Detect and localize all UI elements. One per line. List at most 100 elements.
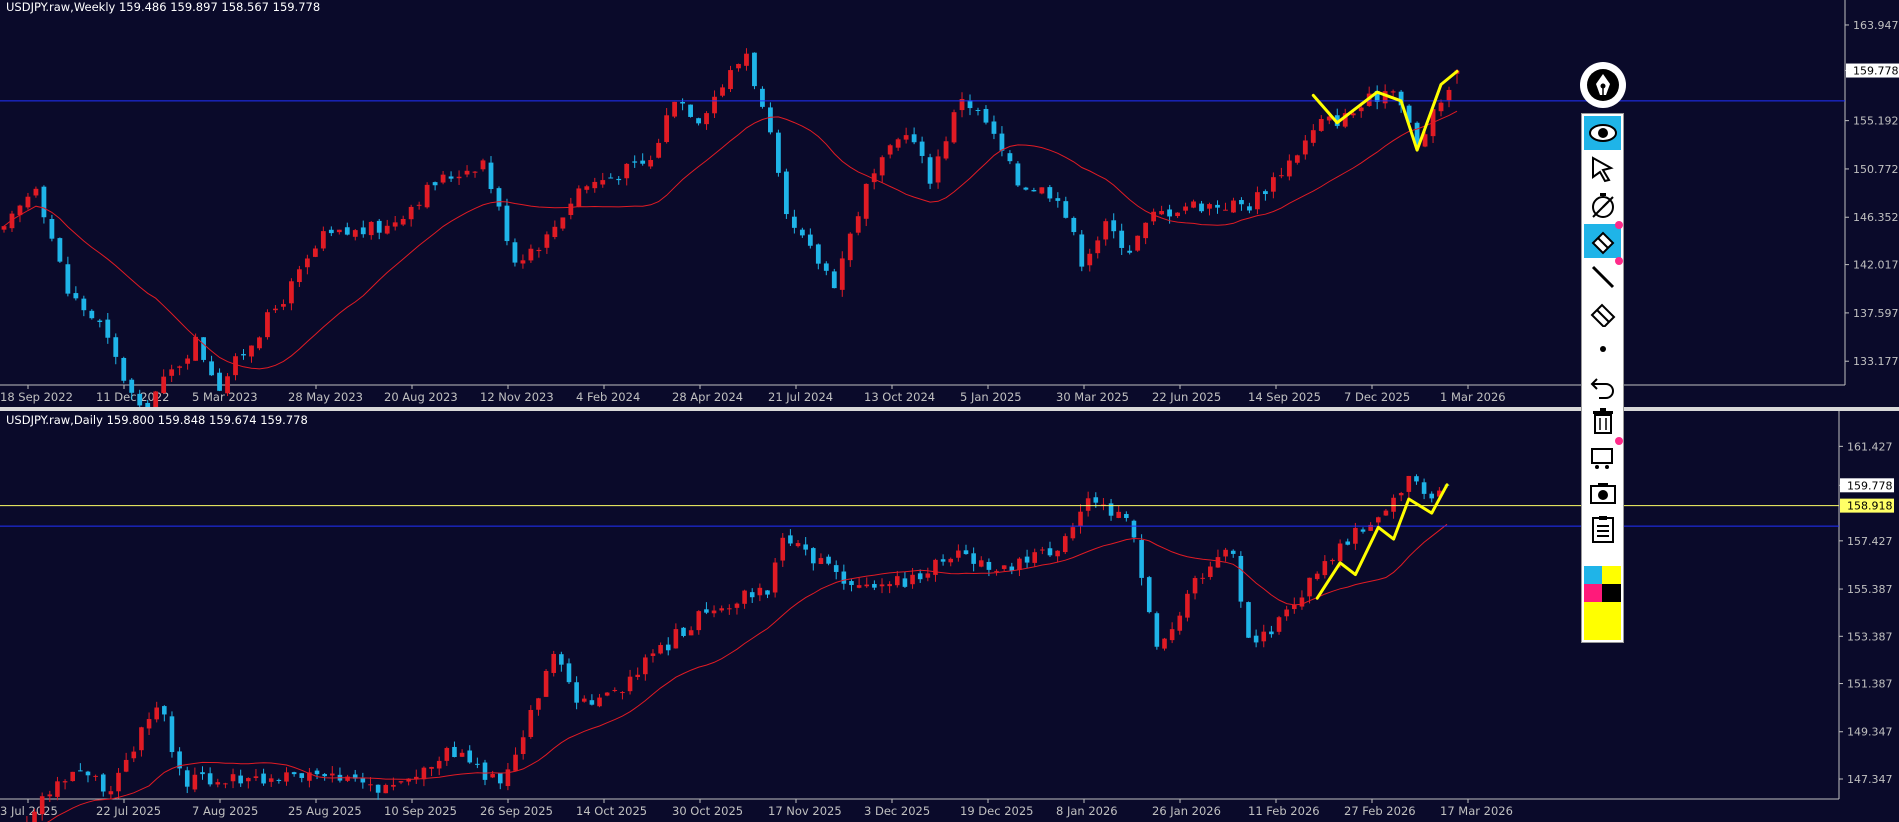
clipboard-icon[interactable] xyxy=(1584,512,1621,546)
candle-body xyxy=(728,70,733,90)
candle-body xyxy=(1286,160,1292,177)
eye-icon[interactable] xyxy=(1584,116,1621,150)
candle-body xyxy=(360,778,366,783)
candle-body xyxy=(648,159,654,167)
candle-body xyxy=(1124,514,1129,518)
candle-body xyxy=(496,188,502,207)
candle-body xyxy=(1127,250,1133,253)
candle-body xyxy=(608,177,614,179)
candle-body xyxy=(1055,198,1061,201)
candle-body xyxy=(1390,91,1396,93)
candle-body xyxy=(616,178,622,181)
current-price-label: 159.778 xyxy=(1847,479,1893,492)
color-swatch-yellow[interactable] xyxy=(1584,602,1621,640)
candle-body xyxy=(1070,527,1076,539)
cursor-icon[interactable] xyxy=(1584,152,1621,186)
candle-body xyxy=(73,293,79,299)
candle-body xyxy=(1071,217,1077,233)
candle-body xyxy=(304,258,310,268)
candle-body xyxy=(352,230,358,237)
candle-body xyxy=(536,698,541,710)
color-swatch-black[interactable] xyxy=(1602,584,1621,602)
candle-body xyxy=(1263,191,1268,195)
color-swatch-magenta[interactable] xyxy=(1584,584,1602,602)
candle-body xyxy=(887,145,893,155)
candle-body xyxy=(788,535,793,544)
candle-body xyxy=(281,304,286,307)
candle-body xyxy=(560,217,566,229)
candle-body xyxy=(1422,134,1428,147)
candle-body xyxy=(1375,517,1381,523)
candle-body xyxy=(215,782,221,785)
candle-body xyxy=(1398,91,1404,106)
candle-body xyxy=(1159,210,1165,215)
candle-body xyxy=(1307,577,1312,597)
candle-body xyxy=(1414,122,1420,145)
candle-body xyxy=(640,160,646,164)
candle-body xyxy=(1024,556,1030,563)
eraser-marker-icon[interactable] xyxy=(1584,224,1621,258)
candle-body xyxy=(1314,573,1320,580)
candle-body xyxy=(459,752,465,757)
candle-body xyxy=(32,811,37,822)
candle-body xyxy=(1238,555,1244,602)
candle-body xyxy=(1358,107,1364,112)
pane-separator[interactable] xyxy=(0,407,1899,411)
date-label: 14 Sep 2025 xyxy=(1248,390,1321,404)
candle-body xyxy=(307,772,312,781)
candle-body xyxy=(643,657,648,675)
candle-body xyxy=(1230,550,1236,554)
candle-body xyxy=(704,113,709,125)
undo-icon[interactable] xyxy=(1584,368,1621,402)
color-palette-icon[interactable] xyxy=(1584,566,1621,640)
date-label: 22 Jul 2025 xyxy=(96,804,161,818)
candle-body xyxy=(1330,559,1335,562)
pen-icon[interactable] xyxy=(1580,62,1626,108)
candle-body xyxy=(330,773,335,776)
candle-body xyxy=(956,550,961,558)
date-label: 5 Jan 2025 xyxy=(960,390,1022,404)
candle-body xyxy=(360,227,366,235)
candle-body xyxy=(276,779,282,781)
candle-body xyxy=(887,584,892,587)
timer-icon[interactable] xyxy=(1584,188,1621,222)
color-swatch-yellow-small[interactable] xyxy=(1602,566,1621,584)
candle-body xyxy=(807,234,813,246)
candle-body xyxy=(1093,497,1099,503)
candle-body xyxy=(9,213,15,229)
date-label: 11 Feb 2026 xyxy=(1248,804,1320,818)
date-label: 12 Nov 2023 xyxy=(480,390,554,404)
candle-body xyxy=(911,134,917,143)
price-label: 153.387 xyxy=(1847,630,1893,643)
candle-body xyxy=(823,263,829,271)
candle-body xyxy=(1078,511,1083,527)
line-icon[interactable] xyxy=(1584,260,1621,294)
candle-body xyxy=(41,186,47,218)
candle-body xyxy=(145,402,151,407)
candle-body xyxy=(398,781,404,783)
active-indicator-dot xyxy=(1615,221,1623,229)
candle-body xyxy=(1135,235,1141,251)
candle-body xyxy=(543,670,549,697)
candle-body xyxy=(1139,540,1144,578)
candle-body xyxy=(1007,153,1013,162)
candle-body xyxy=(1031,190,1037,192)
candle-body xyxy=(768,107,773,133)
dot-icon[interactable] xyxy=(1584,332,1621,366)
candle-body xyxy=(847,233,853,261)
candle-body xyxy=(1208,566,1213,577)
candle-body xyxy=(1437,490,1442,497)
zigzag-drawing[interactable] xyxy=(1311,69,1459,152)
camera-icon[interactable] xyxy=(1584,476,1621,510)
candle-body xyxy=(940,559,946,562)
candle-body xyxy=(1239,200,1244,205)
trash-icon[interactable] xyxy=(1584,404,1621,438)
candle-body xyxy=(97,320,103,322)
candle-body xyxy=(249,345,254,357)
zigzag-drawing[interactable] xyxy=(1315,483,1449,600)
projector-icon[interactable] xyxy=(1584,440,1621,474)
candle-body xyxy=(406,778,411,782)
eraser-icon[interactable] xyxy=(1584,296,1621,330)
candle-body xyxy=(734,603,740,608)
color-swatch-cyan[interactable] xyxy=(1584,566,1602,584)
